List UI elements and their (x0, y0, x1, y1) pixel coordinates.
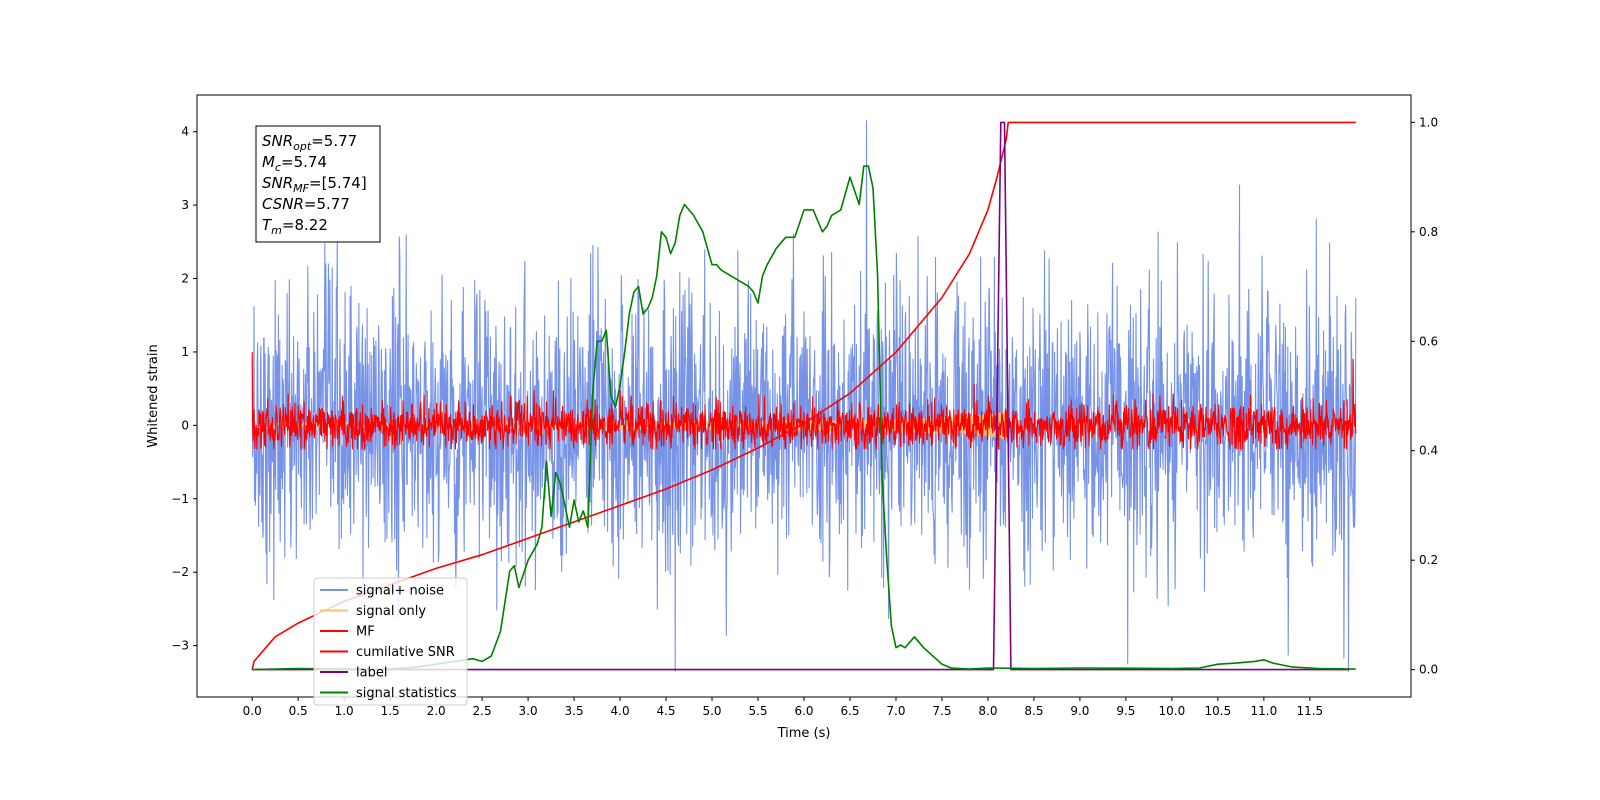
y2-tick-label: 0.6 (1419, 334, 1438, 348)
x-tick-label: 7.5 (932, 704, 951, 718)
x-tick-label: 4.0 (611, 704, 630, 718)
series-label (252, 121, 1350, 671)
y-tick-label: 0 (181, 418, 189, 432)
legend-entry: signal+ noise (356, 584, 444, 599)
y-tick-label: 2 (181, 272, 189, 286)
x-tick-label: 6.5 (840, 704, 859, 718)
y2-tick-label: 0.0 (1419, 663, 1438, 677)
y2-tick-label: 0.8 (1419, 225, 1438, 239)
x-tick-label: 10.5 (1205, 704, 1232, 718)
legend-entry: signal statistics (356, 686, 457, 701)
x-tick-label: 2.0 (427, 704, 446, 718)
y-tick-label: −3 (171, 639, 189, 653)
y2-tick-label: 0.4 (1419, 444, 1438, 458)
x-tick-label: 11.0 (1250, 704, 1277, 718)
series-mf (251, 351, 1357, 450)
info-box-frame (255, 125, 381, 243)
y-tick-label: 1 (181, 345, 189, 359)
y-tick-label: 4 (181, 125, 189, 139)
y-tick-label: 3 (181, 198, 189, 212)
x-tick-label: 1.5 (381, 704, 400, 718)
x-tick-label: 6.0 (794, 704, 813, 718)
axes: 0.0 0.5 1.0 1.5 2.0 2.5 3.0 3.5 4.0 4.5 5.0 5.5 6.0 6… (171, 94, 1438, 718)
y-tick-label: −1 (171, 492, 189, 506)
x-tick-label: 0.5 (289, 704, 308, 718)
x-tick-label: 9.0 (1070, 704, 1089, 718)
x-tick-label: 2.5 (473, 704, 492, 718)
legend: signal+ noise signal only MF cumilative SNR… (313, 577, 468, 706)
info-line: SNRopt=5.77 (262, 132, 357, 153)
x-tick-label: 9.5 (1116, 704, 1135, 718)
x-tick-label: 0.0 (243, 704, 262, 718)
y2-tick-label: 0.2 (1419, 553, 1438, 567)
legend-entry: signal only (356, 604, 426, 619)
x-tick-label: 1.0 (335, 704, 354, 718)
x-tick-label: 10.0 (1159, 704, 1186, 718)
legend-entry: cumilative SNR (356, 645, 455, 660)
x-tick-label: 8.0 (978, 704, 997, 718)
legend-entry: label (356, 666, 387, 681)
legend-entry: MF (356, 625, 375, 640)
y2-tick-label: 1.0 (1419, 115, 1438, 129)
info-line: SNRMF=[5.74] (262, 174, 367, 195)
info-line: Mc=5.74 (262, 153, 327, 174)
legend-frame (313, 577, 468, 706)
x-tick-label: 3.0 (519, 704, 538, 718)
series-signal-noise (251, 120, 1357, 672)
info-line: CSNR=5.77 (262, 195, 350, 213)
info-line: Tm=8.22 (262, 216, 328, 237)
x-tick-label: 11.5 (1296, 704, 1323, 718)
series-signal-statistics (252, 165, 1356, 671)
x-tick-label: 8.5 (1024, 704, 1043, 718)
x-axis-label: Time (s) (777, 726, 831, 741)
x-tick-label: 4.5 (656, 704, 675, 718)
x-tick-label: 5.0 (702, 704, 721, 718)
y-axis-label: Whitened strain (146, 344, 161, 447)
y-tick-label: −2 (171, 565, 189, 579)
x-tick-label: 3.5 (565, 704, 584, 718)
x-tick-label: 5.5 (748, 704, 767, 718)
x-tick-label: 7.0 (886, 704, 905, 718)
